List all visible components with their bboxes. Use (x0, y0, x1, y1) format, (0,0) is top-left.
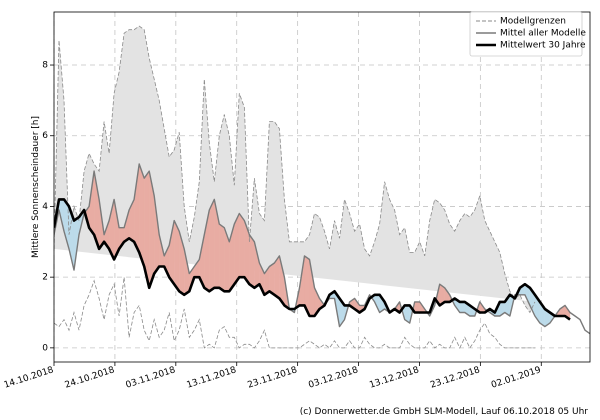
x-tick-label: 13.11.2018 (186, 365, 238, 391)
anomaly-above-segment (414, 301, 420, 313)
plot-frame (53, 11, 591, 363)
x-tick-label: 02.01.2019 (490, 365, 542, 391)
x-tick-label: 14.10.2018 (3, 365, 55, 391)
legend-label-range: Modellgrenzen (500, 17, 566, 27)
data-layer (54, 25, 590, 349)
legend-label-model-mean: Mittel aller Modelle (500, 29, 586, 39)
anomaly-above-segment (249, 234, 255, 289)
x-tick-label: 03.12.2018 (307, 365, 359, 391)
y-tick-label: 8 (42, 61, 48, 71)
y-axis-ticks: 0 2 4 6 8 (42, 61, 54, 353)
model-max-line (54, 25, 536, 314)
legend: Modellgrenzen Mittel aller Modelle Mitte… (469, 11, 586, 57)
anomaly-above-segment (219, 223, 225, 292)
anomaly-above-segment (269, 262, 275, 296)
x-tick-label: 23.11.2018 (246, 365, 298, 391)
credit-text: (c) Donnerwetter.de GmbH SLM-Modell, Lau… (300, 407, 589, 417)
x-axis-ticks: 14.10.2018 24.10.2018 03.11.2018 13.11.2018… (3, 362, 542, 391)
model-range-band (54, 26, 535, 313)
anomaly-above-segment (209, 199, 215, 292)
anomaly-below-segment (459, 301, 465, 313)
y-tick-label: 2 (42, 273, 48, 283)
x-tick-label: 23.12.2018 (429, 365, 481, 391)
y-tick-label: 6 (42, 131, 48, 141)
legend-box (469, 11, 583, 57)
model-mean-line (54, 163, 590, 335)
legend-label-climate-mean: Mittelwert 30 Jahre (500, 41, 586, 51)
x-tick-label: 13.12.2018 (368, 365, 420, 391)
anomaly-above-segment (239, 213, 245, 278)
model-min-line (54, 277, 535, 349)
grid-lines (53, 12, 590, 362)
x-tick-label: 03.11.2018 (125, 365, 177, 391)
y-tick-label: 0 (42, 343, 48, 353)
y-axis-label: Mittlere Sonnenscheindauer [h] (31, 116, 41, 258)
climate-mean-line (54, 198, 571, 321)
y-tick-label: 4 (42, 202, 48, 212)
x-tick-label: 24.10.2018 (64, 365, 116, 391)
